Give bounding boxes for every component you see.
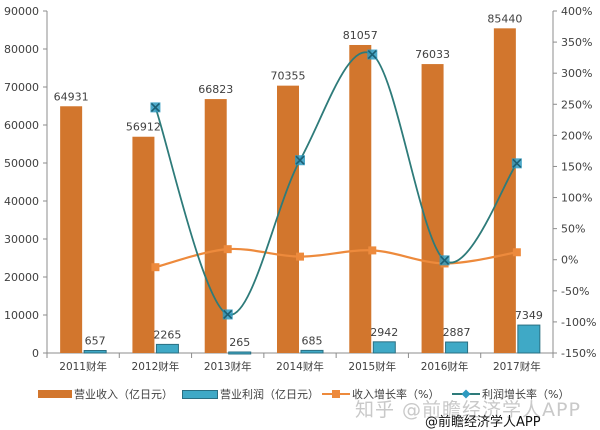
source-watermark: @前瞻经济学人APP bbox=[425, 415, 541, 430]
category-label: 2012财年 bbox=[132, 360, 180, 373]
profit-swatch-icon bbox=[182, 389, 218, 399]
right-axis-tick: 50% bbox=[561, 223, 585, 236]
x-marker-icon bbox=[367, 49, 378, 60]
profit-bar bbox=[517, 324, 541, 354]
square-marker-icon bbox=[296, 252, 304, 261]
chart-legend: 营业收入（亿日元） 营业利润（亿日元） 收入增长率（%） 利润增长率（%） bbox=[0, 383, 600, 405]
left-axis-tick: 90000 bbox=[4, 5, 39, 18]
revenue-growth-swatch-icon bbox=[322, 390, 350, 398]
right-axis-tick: -100% bbox=[561, 316, 596, 329]
data-label: 70355 bbox=[271, 70, 306, 83]
data-label: 64931 bbox=[54, 90, 89, 103]
right-axis-tick: 150% bbox=[561, 160, 592, 173]
x-axis: 2011财年 2012财年 2013财年 2014财年 2015财年 2016财年 2017… bbox=[46, 352, 554, 373]
data-labels: 64931 56912 66823 70355 81057 76033 85440 657 22… bbox=[54, 12, 543, 349]
profit-bar bbox=[83, 350, 107, 354]
right-axis-tick: 250% bbox=[561, 98, 592, 111]
square-marker-icon bbox=[368, 246, 377, 255]
left-axis-tick: 80000 bbox=[4, 43, 39, 56]
right-axis-tick: -50% bbox=[561, 285, 589, 298]
data-label: 685 bbox=[302, 334, 323, 347]
square-marker-icon bbox=[512, 248, 521, 257]
right-axis-tick: 350% bbox=[561, 36, 592, 49]
profit-bar bbox=[300, 349, 324, 354]
left-axis-tick: 20000 bbox=[4, 271, 39, 284]
left-y-axis: 0 10000 20000 30000 40000 50000 60000 70000 8000… bbox=[4, 5, 48, 360]
legend-item-revenue-growth: 收入增长率（%） bbox=[322, 383, 439, 405]
right-y-axis: -150% -100% -50% 0% 50% 100% 150% 200% 250% 300% 3… bbox=[552, 5, 596, 360]
x-marker-icon bbox=[439, 255, 450, 266]
right-axis-tick: 200% bbox=[561, 129, 592, 142]
data-label: 2887 bbox=[443, 326, 471, 339]
bar-series bbox=[60, 28, 541, 355]
x-marker-icon bbox=[222, 309, 233, 320]
left-axis-tick: 10000 bbox=[4, 309, 39, 322]
data-label: 7349 bbox=[515, 309, 543, 322]
right-axis-tick: 0% bbox=[561, 254, 578, 267]
legend-label: 营业利润（亿日元） bbox=[220, 388, 319, 401]
right-axis-tick: 400% bbox=[561, 5, 592, 18]
data-label: 66823 bbox=[198, 83, 233, 96]
right-axis-tick: 300% bbox=[561, 67, 592, 80]
square-marker-icon bbox=[151, 263, 160, 272]
zhihu-watermark: 知乎 @前瞻经济学人APP bbox=[355, 399, 581, 421]
left-axis-tick: 50000 bbox=[4, 157, 39, 170]
data-label: 81057 bbox=[343, 29, 378, 42]
legend-label: 营业收入（亿日元） bbox=[74, 388, 173, 401]
x-marker-icon bbox=[150, 102, 161, 113]
x-marker-icon bbox=[511, 158, 522, 169]
right-axis-tick: 100% bbox=[561, 192, 592, 205]
profit-growth-swatch-icon bbox=[452, 389, 480, 399]
legend-label: 收入增长率（%） bbox=[352, 388, 440, 401]
revenue-bar bbox=[277, 85, 299, 353]
category-label: 2014财年 bbox=[276, 360, 324, 373]
data-label: 657 bbox=[85, 335, 106, 348]
profit-bar bbox=[372, 341, 396, 354]
left-axis-tick: 40000 bbox=[4, 195, 39, 208]
profit-bar bbox=[155, 343, 179, 354]
left-axis-tick: 60000 bbox=[4, 119, 39, 132]
legend-label: 利润增长率（%） bbox=[482, 388, 570, 401]
category-label: 2015财年 bbox=[348, 360, 396, 373]
category-label: 2011财年 bbox=[59, 360, 107, 373]
line-series bbox=[150, 49, 522, 320]
revenue-bar bbox=[349, 44, 372, 353]
data-label: 265 bbox=[229, 336, 250, 349]
revenue-swatch-icon bbox=[38, 390, 72, 398]
left-axis-tick: 30000 bbox=[4, 233, 39, 246]
category-label: 2017财年 bbox=[493, 360, 541, 373]
category-label: 2013财年 bbox=[204, 360, 252, 373]
data-label: 2265 bbox=[153, 328, 181, 341]
x-marker-icon bbox=[295, 155, 305, 166]
revenue-bar bbox=[132, 136, 155, 353]
square-marker-icon bbox=[223, 245, 232, 254]
right-axis-tick: -150% bbox=[561, 347, 596, 360]
revenue-bar bbox=[60, 106, 83, 353]
left-axis-tick: 70000 bbox=[4, 81, 39, 94]
data-label: 76033 bbox=[415, 48, 450, 61]
category-label: 2016财年 bbox=[421, 360, 469, 373]
data-label: 56912 bbox=[126, 121, 161, 134]
revenue-bar bbox=[493, 28, 516, 353]
data-label: 85440 bbox=[487, 12, 522, 25]
profit-bar bbox=[228, 351, 252, 355]
data-label: 2942 bbox=[370, 326, 398, 339]
legend-item-profit: 营业利润（亿日元） bbox=[182, 383, 319, 405]
profit-bar bbox=[445, 341, 469, 354]
legend-item-profit-growth: 利润增长率（%） bbox=[452, 383, 569, 405]
legend-item-revenue: 营业收入（亿日元） bbox=[38, 383, 173, 405]
left-axis-tick: 0 bbox=[32, 347, 39, 360]
revenue-bar bbox=[421, 64, 444, 354]
